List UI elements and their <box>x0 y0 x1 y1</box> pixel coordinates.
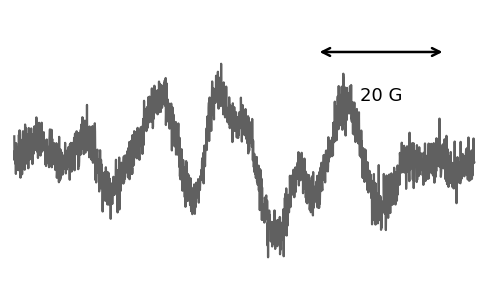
Text: 20 G: 20 G <box>360 87 402 105</box>
